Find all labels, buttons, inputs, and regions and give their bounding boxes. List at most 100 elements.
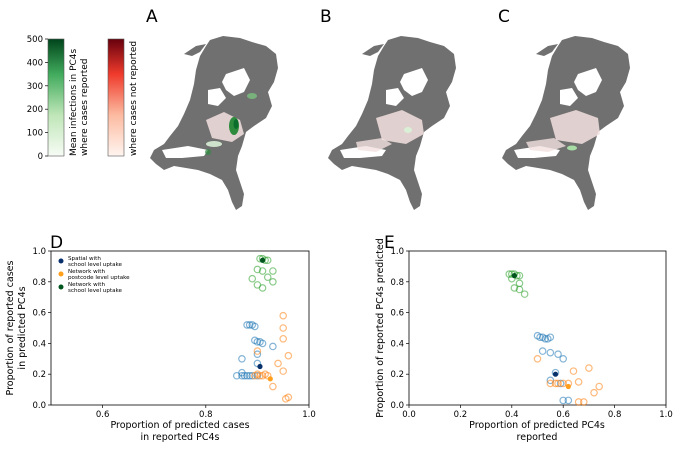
y-tick-label-d: 0.2: [32, 370, 46, 380]
scatter-point-e-s0: [546, 348, 555, 357]
x-tick-label-e: 0.0: [402, 410, 416, 420]
y-tick-label-d: 0.4: [32, 339, 46, 349]
highlight-point-e-s0: [552, 371, 559, 377]
scatter-point-d-s0: [238, 354, 246, 363]
scatter-point-e-s0: [556, 379, 565, 388]
scatter-point-d-s1: [251, 371, 259, 380]
panel-label-e: E: [384, 233, 395, 253]
scatter-point-e-s1: [546, 379, 555, 388]
legend-label-postcode-1: Network with: [68, 269, 105, 275]
highlight-point-d-s2: [259, 257, 266, 263]
x-tick-label-e: 0.4: [505, 410, 519, 420]
scatter-point-d-s1: [269, 382, 277, 391]
scatter-point-d-s0: [251, 322, 259, 331]
x-tick-label-e: 1.0: [659, 410, 673, 420]
panel-label-c: C: [498, 7, 510, 27]
scatter-point-d-s1: [279, 324, 288, 332]
x-tick-label-e: 0.8: [608, 410, 622, 420]
scatter-point-e-s0: [546, 333, 555, 342]
x-tick-label-d: 1.0: [302, 410, 316, 420]
green-colorbar-label-line1: Mean infections in PC4s: [69, 48, 79, 156]
scatter-point-e-s0: [559, 354, 568, 363]
scatter-point-d-s2: [269, 267, 277, 275]
scatter-point-d-s1: [279, 367, 288, 375]
scatter-point-d-s1: [274, 359, 282, 368]
scatter-point-d-s1: [284, 351, 293, 360]
legend-label-spatial-1: Spatial with: [68, 256, 101, 262]
map-a: [150, 36, 278, 210]
y-tick-label-d: 0.6: [32, 309, 46, 319]
map-b: [328, 36, 456, 210]
x-tick-label-d: 0.6: [96, 410, 110, 420]
scatter-point-e-s0: [564, 396, 573, 405]
green-colorbar-tick-label: 100: [27, 129, 43, 139]
scatter-point-e-s1: [569, 367, 578, 375]
green-colorbar-tick-label: 400: [27, 58, 43, 68]
axes-frame-e: [408, 250, 667, 406]
x-tick-label-e: 0.6: [556, 410, 570, 420]
scatter-point-d-s2: [263, 273, 272, 281]
y-tick-label-e: 0.6: [390, 309, 404, 319]
y-tick-label-e: 0.8: [390, 278, 404, 288]
scatter-point-d-s1: [281, 395, 290, 403]
legend-d: Spatial with school level uptake Network…: [58, 256, 130, 294]
axes-frame-d: [50, 250, 310, 406]
x-tick-label-e: 0.2: [454, 410, 468, 420]
green-colorbar-label-line2: where cases reported: [80, 59, 90, 156]
scatter-point-d-s2: [258, 284, 267, 292]
y-tick-label-e: 0.2: [390, 370, 404, 380]
scatter-point-e-s1: [595, 382, 603, 391]
scatter-point-e-s1: [551, 379, 560, 388]
scatter-point-e-s1: [559, 379, 568, 388]
x-axis-label-e-line1: Proportion of predicted PC4s: [469, 420, 605, 431]
legend-label-spatial-2: school level uptake: [68, 262, 123, 268]
scatter-point-d-s1: [279, 334, 288, 343]
panel-label-d: D: [50, 233, 63, 253]
scatter-point-d-s0: [248, 371, 257, 380]
highlight-point-d-s1: [267, 376, 273, 382]
y-axis-label-d-line2: in predicted PC4s: [17, 286, 28, 369]
green-colorbar-tick-label: 0: [38, 152, 43, 162]
scatter-point-d-s1: [253, 347, 262, 355]
scatter-point-d-s0: [258, 339, 267, 348]
panel-label-b: B: [320, 7, 332, 27]
scatter-point-e-s2: [510, 284, 519, 292]
green-colorbar-tick-label: 200: [27, 105, 43, 115]
green-colorbar-tick-label: 300: [27, 82, 43, 92]
green-colorbar-ticks: 0 100 200 300 400 500: [27, 35, 48, 162]
x-axis-label-d-line2: in reported PC4s: [141, 432, 220, 443]
legend-marker-network-school: [58, 284, 64, 290]
green-colorbar-tick-label: 500: [27, 35, 43, 45]
scatter-point-e-s1: [533, 354, 542, 363]
highlight-point-e-s2: [511, 273, 517, 279]
y-tick-label-e: 1.0: [390, 247, 404, 257]
red-colorbar: where cases not reported: [107, 38, 139, 157]
highlight-point-d-s0: [257, 363, 263, 370]
scatter-point-d-s0: [253, 350, 262, 358]
scatter-point-d-s2: [258, 267, 267, 275]
scatter-point-e-s2: [520, 290, 529, 298]
scatter-panel-d: 0.6 0.8 1.0 0.0 0.2 0.4 0.6 0.8 1.0 Spatial with…: [5, 247, 316, 443]
legend-marker-network-postcode: [58, 271, 64, 277]
scatter-point-d-s0: [251, 336, 259, 345]
green-colorbar: 0 100 200 300 400 500 Mean infections in PC4s…: [27, 35, 90, 162]
y-tick-label-d: 1.0: [32, 247, 46, 257]
y-tick-label-d: 0.0: [32, 401, 46, 411]
y-tick-label-e: 0.4: [390, 339, 404, 349]
scatter-point-d-s0: [245, 321, 254, 329]
scatter-point-d-s1: [256, 371, 264, 380]
scatter-point-d-s2: [269, 277, 277, 286]
x-tick-label-d: 0.8: [199, 410, 213, 420]
scatter-point-e-s0: [538, 347, 547, 355]
scatter-point-d-s0: [243, 321, 251, 329]
scatter-point-d-s0: [245, 371, 254, 380]
x-axis-label-d-line1: Proportion of predicted cases: [110, 420, 249, 431]
scatter-point-d-s0: [269, 342, 277, 351]
y-tick-label-e: 0.0: [390, 401, 404, 411]
scatter-point-e-s0: [536, 333, 544, 342]
scatter-point-e-s1: [574, 378, 583, 386]
scatter-panel-e: 0.0 0.2 0.4 0.6 0.8 1.0 0.0 0.2 0.4 0.6 0.8 1.0 Pro…: [375, 238, 673, 443]
y-axis-label-e: Proportion of reported PC4s predicted: [375, 238, 386, 418]
scatter-point-e-s1: [579, 398, 588, 406]
